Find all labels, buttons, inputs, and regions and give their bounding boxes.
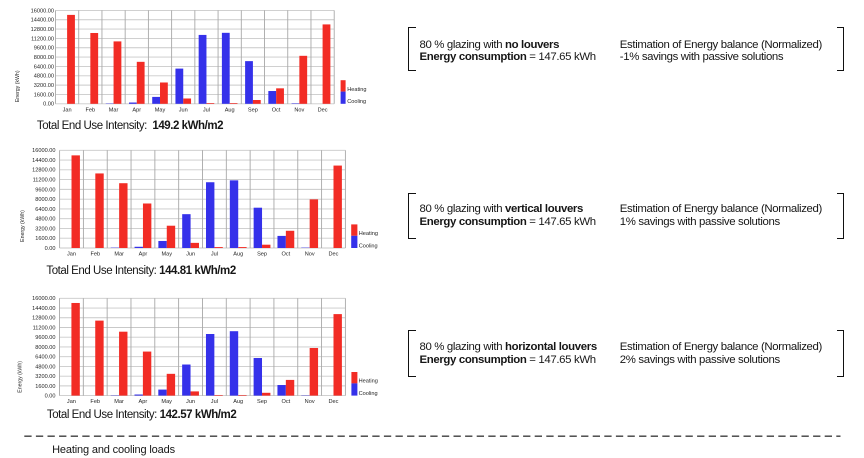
svg-text:1600.00: 1600.00 [35, 384, 55, 390]
svg-text:Feb: Feb [86, 107, 96, 113]
svg-text:Mar: Mar [109, 107, 119, 113]
svg-text:Nov: Nov [294, 107, 304, 113]
svg-text:Cooling: Cooling [359, 243, 378, 249]
svg-text:Apr: Apr [132, 107, 141, 113]
svg-text:8000.00: 8000.00 [35, 197, 55, 203]
svg-text:6400.00: 6400.00 [35, 207, 55, 213]
svg-text:Jun: Jun [186, 399, 195, 405]
svg-text:0.00: 0.00 [45, 394, 56, 400]
svg-text:Sep: Sep [257, 252, 267, 258]
svg-text:3200.00: 3200.00 [35, 226, 55, 232]
svg-text:0.00: 0.00 [43, 102, 54, 108]
svg-text:May: May [155, 107, 166, 113]
svg-text:16000.00: 16000.00 [32, 296, 55, 302]
svg-text:3200.00: 3200.00 [35, 374, 55, 380]
svg-text:9600.00: 9600.00 [35, 335, 55, 341]
svg-text:Feb: Feb [90, 252, 100, 258]
svg-text:1600.00: 1600.00 [34, 92, 54, 98]
svg-text:12800.00: 12800.00 [32, 316, 55, 322]
svg-text:Jul: Jul [211, 252, 218, 258]
svg-text:Jul: Jul [211, 399, 218, 405]
svg-text:12800.00: 12800.00 [31, 27, 54, 33]
svg-text:3200.00: 3200.00 [34, 83, 54, 89]
svg-text:16000.00: 16000.00 [32, 148, 55, 154]
svg-text:Mar: Mar [114, 399, 124, 405]
svg-text:6400.00: 6400.00 [34, 64, 54, 70]
svg-text:Jan: Jan [67, 399, 76, 405]
svg-text:Aug: Aug [233, 252, 243, 258]
svg-text:Oct: Oct [272, 107, 281, 113]
svg-text:12800.00: 12800.00 [32, 168, 55, 174]
svg-text:4800.00: 4800.00 [34, 74, 54, 80]
svg-text:Jun: Jun [179, 107, 188, 113]
svg-text:9600.00: 9600.00 [34, 46, 54, 52]
svg-text:1600.00: 1600.00 [35, 236, 55, 242]
svg-text:4800.00: 4800.00 [35, 217, 55, 223]
svg-text:0.00: 0.00 [45, 246, 56, 252]
svg-text:9600.00: 9600.00 [35, 187, 55, 193]
svg-text:Apr: Apr [139, 399, 148, 405]
svg-text:Aug: Aug [233, 399, 243, 405]
svg-text:Heating: Heating [359, 231, 378, 237]
svg-text:Dec: Dec [318, 107, 328, 113]
svg-text:Jan: Jan [67, 252, 76, 258]
svg-text:Energy (kWh): Energy (kWh) [15, 70, 21, 102]
svg-text:16000.00: 16000.00 [31, 8, 54, 14]
svg-text:11200.00: 11200.00 [33, 325, 56, 331]
svg-text:May: May [161, 252, 172, 258]
svg-text:Energy (kWh): Energy (kWh) [17, 361, 23, 393]
svg-text:4800.00: 4800.00 [35, 364, 55, 370]
svg-text:8000.00: 8000.00 [34, 55, 54, 61]
svg-text:Energy (kWh): Energy (kWh) [20, 210, 26, 242]
svg-text:Aug: Aug [225, 107, 235, 113]
svg-text:Heating: Heating [347, 87, 366, 93]
svg-text:Dec: Dec [329, 399, 339, 405]
svg-text:Cooling: Cooling [359, 391, 378, 397]
svg-text:14400.00: 14400.00 [32, 306, 55, 312]
svg-text:6400.00: 6400.00 [35, 355, 55, 361]
svg-text:8000.00: 8000.00 [35, 345, 55, 351]
svg-text:Nov: Nov [305, 252, 315, 258]
svg-text:Dec: Dec [329, 252, 339, 258]
svg-text:Sep: Sep [248, 107, 258, 113]
svg-text:Jun: Jun [186, 252, 195, 258]
svg-text:May: May [161, 399, 172, 405]
svg-text:Apr: Apr [139, 252, 148, 258]
svg-text:Heating: Heating [359, 379, 378, 385]
svg-text:Cooling: Cooling [347, 99, 366, 105]
svg-text:14400.00: 14400.00 [32, 158, 55, 164]
svg-text:11200.00: 11200.00 [33, 178, 56, 184]
svg-text:Oct: Oct [281, 399, 290, 405]
svg-text:Oct: Oct [282, 252, 291, 258]
svg-text:Nov: Nov [305, 399, 315, 405]
svg-text:Jan: Jan [63, 107, 72, 113]
svg-text:14400.00: 14400.00 [31, 18, 54, 24]
svg-text:Sep: Sep [257, 399, 267, 405]
svg-text:Jul: Jul [203, 107, 210, 113]
svg-text:11200.00: 11200.00 [31, 36, 54, 42]
svg-text:Feb: Feb [90, 399, 100, 405]
svg-text:Mar: Mar [114, 252, 124, 258]
